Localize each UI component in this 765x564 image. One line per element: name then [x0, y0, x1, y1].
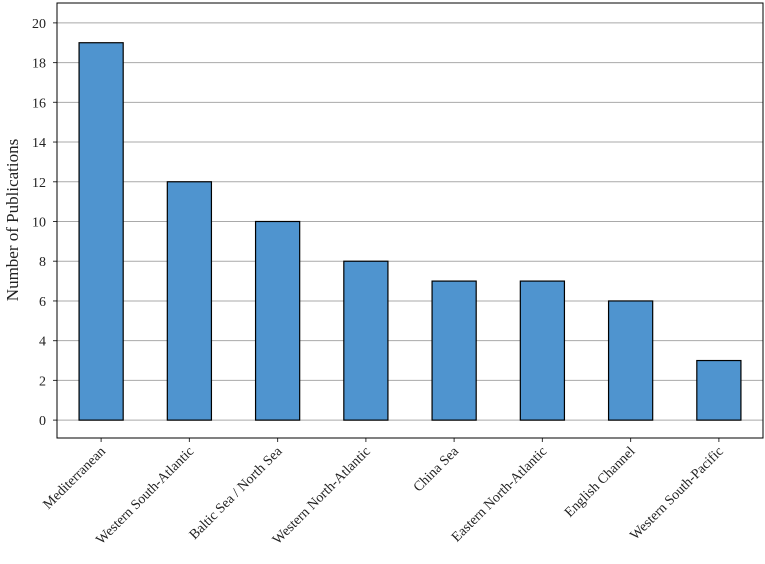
bar: [519, 280, 566, 421]
x-tick-label: Baltic Sea / North Sea: [187, 444, 286, 543]
y-tick-label: 2: [39, 374, 46, 389]
bar: [343, 260, 389, 421]
x-tick-label: Western North-Atlantic: [270, 444, 374, 548]
x-tick-label: Western South-Pacific: [628, 444, 727, 543]
bar: [607, 300, 654, 421]
x-tick-label: Western South-Atlantic: [94, 444, 198, 548]
y-tick-label: 6: [39, 295, 46, 310]
y-tick-label: 10: [32, 215, 46, 230]
x-tick-label: Mediterranean: [41, 444, 109, 512]
y-tick-label: 4: [39, 335, 46, 350]
bar: [431, 280, 477, 421]
y-tick-label: 12: [32, 176, 46, 191]
plot-border: [56, 2, 764, 439]
x-tick-label: English Channel: [562, 444, 638, 520]
x-tick-label: China Sea: [411, 444, 463, 496]
y-tick-label: 8: [39, 255, 46, 270]
bar: [166, 181, 213, 421]
y-tick-label: 14: [32, 136, 46, 151]
y-tick-label: 0: [39, 414, 46, 429]
bar: [78, 42, 124, 421]
bar: [254, 220, 301, 421]
bar: [696, 359, 742, 421]
x-tick-label: Eastern North-Atlantic: [449, 444, 550, 545]
y-tick-label: 20: [32, 17, 46, 32]
y-tick-label: 16: [32, 96, 46, 111]
y-axis-title: Number of Publications: [3, 139, 22, 301]
y-tick-label: 18: [32, 57, 46, 72]
